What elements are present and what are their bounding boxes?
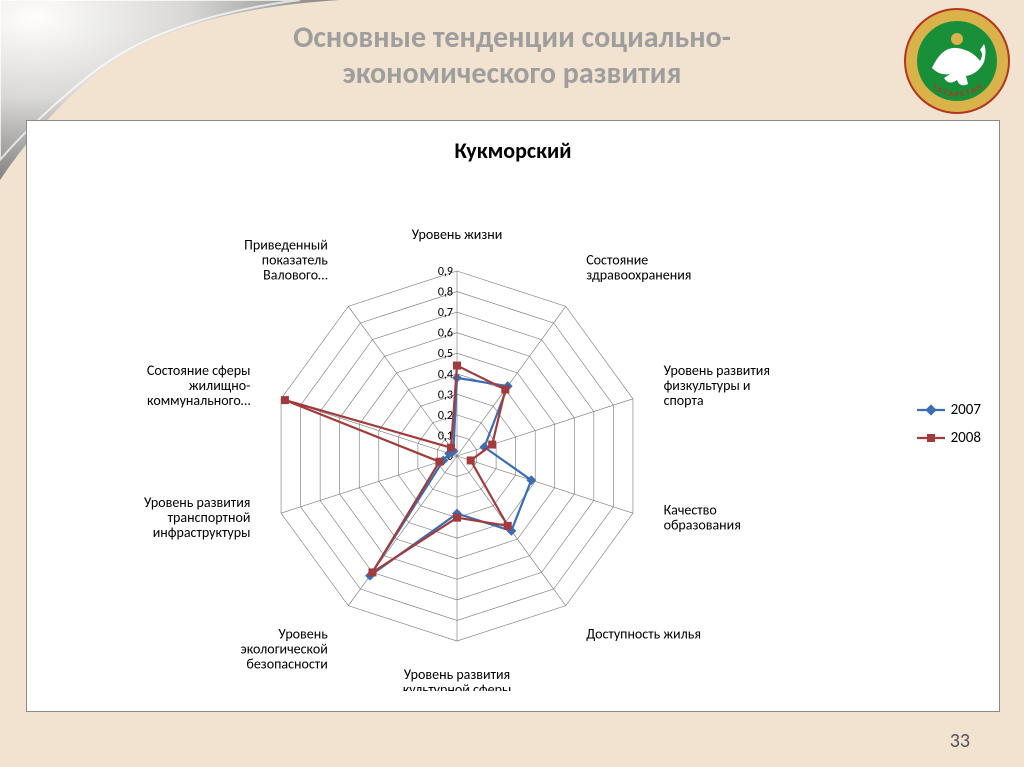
slide-title: Основные тенденции социально- экономичес… — [0, 20, 1024, 92]
legend-swatch-2008 — [917, 431, 945, 445]
svg-text:Состояние сферыжилищно-коммуна: Состояние сферыжилищно-коммунального… — [147, 362, 251, 409]
title-line-2: экономического развития — [343, 55, 682, 92]
svg-text:Состояниездравоохранения: Состояниездравоохранения — [586, 252, 691, 284]
svg-text:Уровень развитияфизкультуры ис: Уровень развитияфизкультуры испорта — [664, 362, 770, 409]
title-line-1: Основные тенденции социально- — [293, 19, 731, 56]
legend-label-2008: 2008 — [951, 429, 981, 447]
chart-title: Кукморский — [27, 137, 999, 164]
legend-item-2008: 2008 — [917, 429, 981, 447]
svg-text:Уровень жизни: Уровень жизни — [412, 226, 503, 243]
svg-text:Уровеньэкологическойбезопаснос: Уровеньэкологическойбезопасности — [241, 625, 329, 672]
svg-text:Уровень развитиякультурной сфе: Уровень развитиякультурной сферы — [403, 666, 512, 691]
svg-text:0,3: 0,3 — [438, 388, 453, 402]
svg-text:0,5: 0,5 — [438, 347, 453, 361]
svg-text:ПриведенныйпоказательВалового…: ПриведенныйпоказательВалового… — [244, 237, 328, 284]
svg-text:0,4: 0,4 — [438, 368, 453, 382]
svg-text:0,7: 0,7 — [438, 306, 453, 320]
svg-text:Качествообразования: Качествообразования — [664, 501, 741, 533]
svg-text:0,9: 0,9 — [438, 265, 453, 279]
legend-item-2007: 2007 — [917, 401, 981, 419]
legend-label-2007: 2007 — [951, 401, 981, 419]
svg-text:0,6: 0,6 — [438, 327, 453, 341]
emblem-icon: Т А Т А Р С Т А Н — [902, 6, 1012, 116]
radar-chart: 00,10,20,30,40,50,60,70,80,9Уровень жизн… — [67, 181, 887, 691]
svg-text:Доступность жилья: Доступность жилья — [586, 625, 701, 642]
page-number: 33 — [950, 729, 970, 753]
slide: Основные тенденции социально- экономичес… — [0, 0, 1024, 767]
svg-text:0,8: 0,8 — [438, 286, 453, 300]
legend: 2007 2008 — [917, 401, 981, 457]
svg-text:0,2: 0,2 — [438, 409, 453, 423]
svg-text:Уровень развитиятранспортнойин: Уровень развитиятранспортнойинфраструкту… — [144, 494, 250, 541]
chart-container: Кукморский 00,10,20,30,40,50,60,70,80,9У… — [26, 120, 1000, 712]
legend-swatch-2007 — [917, 403, 945, 417]
